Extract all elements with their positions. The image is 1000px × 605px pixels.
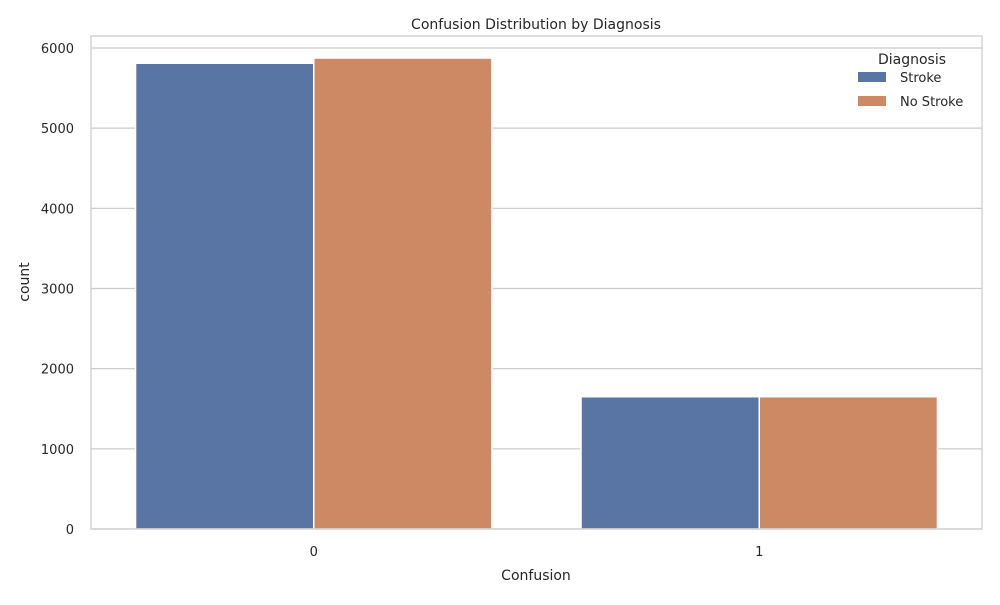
chart-title: Confusion Distribution by Diagnosis	[411, 17, 661, 33]
legend-label: No Stroke	[900, 95, 963, 110]
y-tick-label: 4000	[41, 202, 74, 217]
y-tick-label: 2000	[41, 363, 74, 378]
legend-title: Diagnosis	[878, 52, 946, 68]
y-axis-label: count	[17, 262, 33, 302]
x-tick-label: 1	[755, 545, 763, 560]
x-axis-label: Confusion	[501, 568, 571, 584]
bar-stroke-1	[580, 395, 760, 530]
y-tick-label: 1000	[41, 443, 74, 458]
y-tick-label: 5000	[41, 122, 74, 137]
legend-swatch	[858, 72, 886, 82]
bar-no-stroke-1	[758, 395, 939, 530]
plot-frame	[90, 35, 983, 530]
legend-label: Stroke	[900, 71, 941, 86]
bar-no-stroke-0	[313, 57, 493, 530]
y-tick-label: 3000	[41, 283, 74, 298]
legend-swatch	[858, 96, 886, 106]
y-tick-label: 0	[66, 523, 74, 538]
legend: Diagnosis Stroke No Stroke	[858, 52, 963, 110]
x-tick-label: 0	[310, 545, 318, 560]
y-tick-label: 6000	[41, 42, 74, 57]
bar-stroke-0	[134, 62, 315, 530]
y-axis-ticks: 0 1000 2000 3000 4000 5000 6000	[41, 42, 74, 538]
